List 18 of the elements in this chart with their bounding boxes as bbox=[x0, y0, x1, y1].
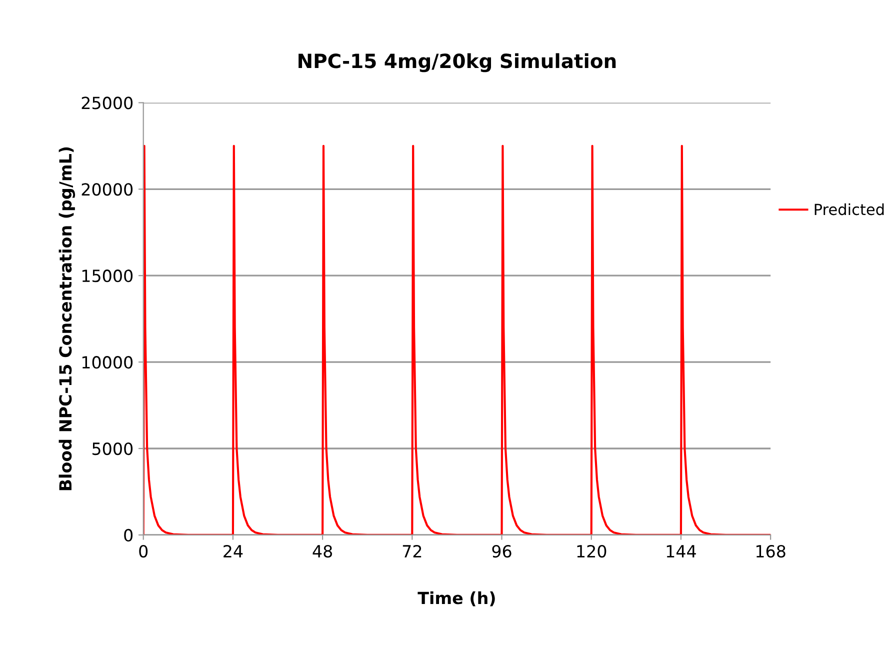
x-tick-label: 120 bbox=[577, 544, 606, 558]
y-tick-label: 0 bbox=[124, 528, 133, 542]
y-tick-label: 20000 bbox=[82, 183, 133, 196]
x-tick-label: 0 bbox=[139, 544, 148, 558]
x-tick-label: 144 bbox=[666, 545, 696, 558]
y-tick-label: 10000 bbox=[82, 356, 133, 369]
x-axis-title: Time (h) bbox=[418, 591, 495, 606]
x-tick-label: 168 bbox=[756, 544, 786, 558]
x-tick-label: 72 bbox=[402, 544, 422, 558]
y-tick-label: 15000 bbox=[82, 270, 133, 282]
y-axis-title: Blood NPC-15 Concentration (pg/mL) bbox=[58, 147, 76, 490]
x-tick-label: 24 bbox=[224, 544, 243, 558]
y-tick-label: 5000 bbox=[92, 442, 133, 456]
x-tick-label: 48 bbox=[312, 544, 332, 558]
legend-label: Predicted bbox=[814, 203, 884, 216]
y-tick-label: 25000 bbox=[82, 96, 133, 110]
x-tick-label: 96 bbox=[492, 544, 512, 558]
chart-title: NPC-15 4mg/20kg Simulation bbox=[298, 53, 616, 72]
